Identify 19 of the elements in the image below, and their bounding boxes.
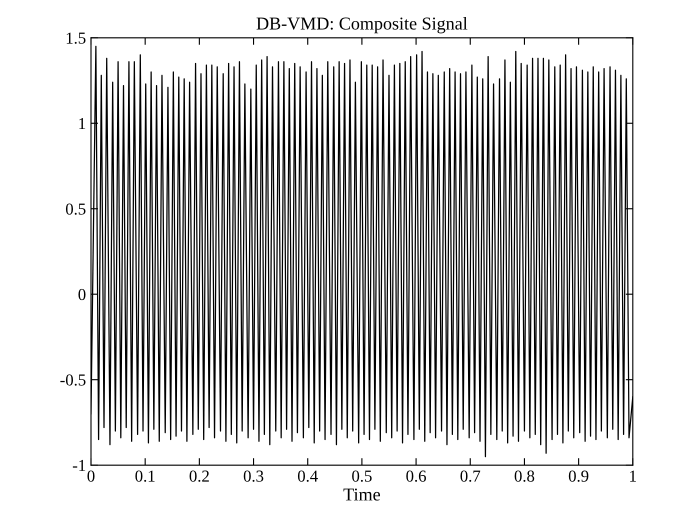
x-axis-title: Time bbox=[343, 488, 380, 501]
y-tick-label: 1.5 bbox=[66, 32, 86, 44]
y-tick-label: 0 bbox=[78, 288, 86, 300]
x-tick-label: 0.5 bbox=[352, 470, 372, 482]
x-tick-label: 0.9 bbox=[568, 470, 588, 482]
x-tick-label: 0.7 bbox=[460, 470, 480, 482]
x-tick-label: 0.4 bbox=[298, 470, 318, 482]
y-tick-label: 1 bbox=[79, 118, 86, 130]
y-tick-label: 0.5 bbox=[66, 203, 86, 215]
y-tick-label: -0.5 bbox=[60, 374, 86, 386]
x-tick-label: 0.1 bbox=[135, 470, 155, 482]
x-tick-label: 0.3 bbox=[244, 470, 264, 482]
y-tick-label: -1 bbox=[72, 460, 86, 471]
x-tick-label: 0 bbox=[87, 470, 95, 482]
x-tick-label: 0.2 bbox=[190, 470, 209, 482]
chart-title: DB-VMD: Composite Signal bbox=[256, 16, 468, 34]
x-tick-label: 0.8 bbox=[514, 470, 534, 482]
x-tick-label: 1 bbox=[630, 470, 636, 482]
x-tick-label: 0.6 bbox=[406, 470, 426, 482]
